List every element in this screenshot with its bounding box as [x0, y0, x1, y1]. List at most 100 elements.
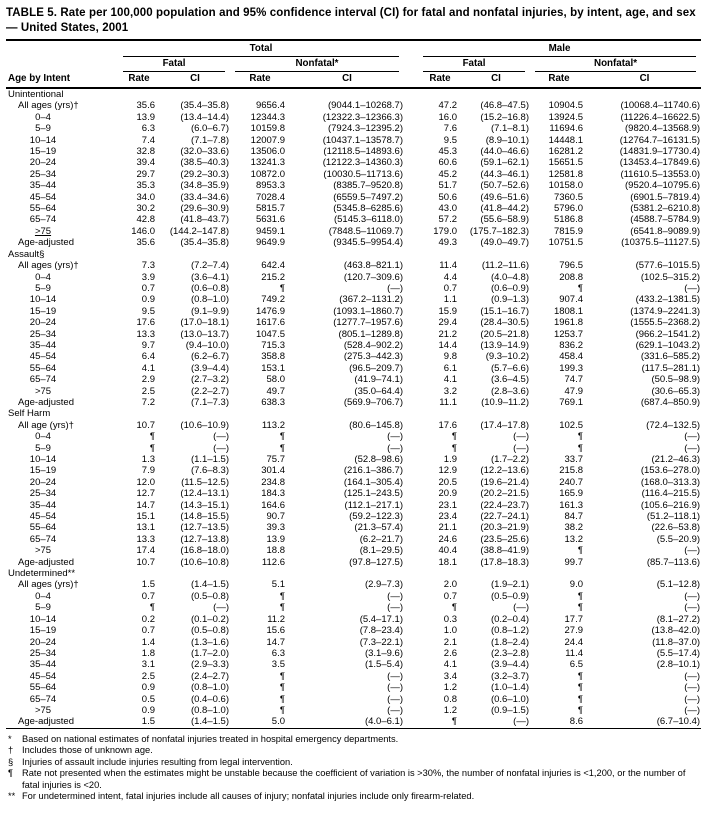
table-row: >75 0.9 (0.8–1.0) ¶ (—) 1.2 (0.9–1.5) ¶ (—): [6, 705, 701, 716]
ci-cell: (3.6–4.5): [490, 374, 529, 386]
row-label: 5–9: [6, 283, 118, 294]
table-row: Age-adjusted 35.6 (35.4–35.8) 9649.9 (9345.5…: [6, 237, 701, 248]
row-gutter: [404, 579, 418, 590]
table-row: 15–19 0.7 (0.5–0.8) 15.6 (7.8–23.4) 1.0 (0.8–1…: [6, 625, 701, 636]
ci-cell: (32.0–33.6): [180, 146, 229, 158]
ci-cell: (—): [684, 682, 701, 694]
column-header-ci: CI: [462, 72, 530, 89]
rate-cell: 9.7: [141, 339, 155, 351]
rate-cell: 7028.4: [255, 191, 285, 203]
ci-cell: (5.1–12.8): [656, 579, 701, 591]
row-label: 10–14: [6, 135, 118, 146]
row-gutter: [404, 214, 418, 225]
ci-cell: (11226.4–16622.5): [620, 111, 701, 123]
rate-cell: ¶: [279, 431, 285, 443]
rate-cell: ¶: [279, 670, 285, 682]
column-header-rate: Rate: [118, 72, 160, 89]
rate-cell: 84.7: [564, 511, 584, 523]
ci-cell: (2.4–2.7): [190, 670, 229, 682]
row-label: Age-adjusted: [6, 237, 118, 248]
ci-cell: (72.4–132.5): [646, 419, 701, 431]
row-label-text: 65–74: [29, 214, 57, 226]
rate-cell: 16281.2: [548, 146, 583, 158]
rate-cell: 2.1: [443, 636, 457, 648]
ci-cell: (59.1–62.1): [480, 157, 529, 169]
rate-cell: 23.1: [438, 499, 458, 511]
ci-cell: (13.4–14.4): [180, 111, 229, 123]
rate-cell: 2.5: [141, 670, 155, 682]
ci-cell: (2.8–3.6): [490, 385, 529, 397]
rate-cell: 5815.7: [255, 203, 285, 215]
row-label-text: 55–64: [29, 362, 57, 374]
ci-cell: (12122.3–14360.3): [322, 157, 403, 169]
section-header-row: Undetermined**: [6, 568, 701, 579]
rate-cell: 7.3: [141, 260, 155, 272]
rate-cell: 13.9: [266, 533, 286, 545]
ci-cell: (22.4–23.7): [480, 499, 529, 511]
row-gutter: [404, 591, 418, 602]
ci-cell: (6901.5–7819.4): [630, 191, 701, 203]
row-label: 65–74: [6, 694, 118, 705]
rate-cell: ¶: [577, 282, 583, 294]
ci-cell: (17.0–18.1): [180, 317, 229, 329]
ci-cell: (9.4–10.0): [185, 339, 229, 351]
ci-cell: (6559.5–7497.2): [333, 191, 403, 203]
row-label-text: 5–9: [35, 602, 51, 614]
table-header: Total Male Fatal Nonfatal* Fatal Nonfata…: [6, 42, 702, 89]
footnote-mark: §: [8, 756, 14, 767]
table-row: 10–14 7.4 (7.1–7.8) 12007.9 (10437.1–13578.7…: [6, 135, 701, 146]
rate-cell: 1.2: [443, 704, 457, 716]
subgroup-header-total-fatal: Fatal: [118, 57, 230, 72]
rate-cell: 1.0: [443, 625, 457, 637]
ci-cell: (—): [213, 442, 229, 454]
ci-cell: (6.0–6.7): [190, 123, 229, 135]
ci-cell: (5.7–6.6): [490, 362, 529, 374]
ci-cell: (59.2–122.3): [349, 511, 403, 523]
rate-cell: 5.1: [271, 579, 285, 591]
ci-cell: (1.0–1.4): [490, 682, 529, 694]
rate-cell: 2.9: [141, 374, 155, 386]
table-row: 20–24 1.4 (1.3–1.6) 14.7 (7.3–22.1) 2.1 (1.8–2…: [6, 637, 701, 648]
ci-cell: (—): [387, 602, 403, 614]
rate-cell: 13.1: [136, 522, 156, 534]
rate-cell: ¶: [577, 590, 583, 602]
ci-cell: (—): [387, 442, 403, 454]
ci-cell: (687.4–850.9): [640, 396, 701, 408]
row-label: >75: [6, 226, 118, 237]
row-label: 35–44: [6, 659, 118, 670]
rate-cell: 18.1: [438, 556, 458, 568]
ci-cell: (1555.5–2368.2): [630, 317, 701, 329]
rate-cell: 18.8: [266, 545, 286, 557]
rate-cell: 58.0: [266, 374, 286, 386]
section-header-row: Self Harm: [6, 408, 701, 419]
table-row: 10–14 1.3 (1.1–1.5) 75.7 (52.8–98.6) 1.9 (1.7–…: [6, 454, 701, 465]
rate-cell: ¶: [279, 590, 285, 602]
table-row: 15–19 32.8 (32.0–33.6) 13506.0 (12118.5–1489…: [6, 146, 701, 157]
row-label: 35–44: [6, 500, 118, 511]
rate-cell: 10751.5: [548, 237, 583, 249]
ci-cell: (1.4–1.5): [190, 716, 229, 728]
row-gutter: [404, 671, 418, 682]
row-gutter: [404, 465, 418, 476]
rate-cell: 13506.0: [250, 146, 285, 158]
ci-cell: (46.8–47.5): [480, 100, 529, 112]
row-gutter: [404, 340, 418, 351]
row-label-text: >75: [34, 545, 52, 557]
table-row: 5–9 ¶ (—) ¶ (—) ¶ (—) ¶ (—): [6, 443, 701, 454]
table-row: 35–44 3.1 (2.9–3.3) 3.5 (1.5–5.4) 4.1 (3.9–4.4…: [6, 659, 701, 670]
rate-cell: 29.4: [438, 317, 458, 329]
rate-cell: 796.5: [559, 260, 583, 272]
row-label: All ages (yrs)†: [6, 100, 118, 111]
table-row: Age-adjusted 1.5 (1.4–1.5) 5.0 (4.0–6.1) ¶ (—)…: [6, 716, 701, 728]
ci-cell: (629.1–1043.2): [635, 339, 701, 351]
row-gutter: [404, 363, 418, 374]
row-gutter: [404, 443, 418, 454]
group-header-total: Total: [118, 42, 404, 57]
rate-cell: 14.7: [136, 499, 156, 511]
subgroup-label: Fatal: [423, 57, 525, 72]
rate-cell: 1.1: [443, 294, 457, 306]
ci-cell: (9345.5–9954.4): [333, 237, 403, 249]
rate-cell: 24.6: [438, 533, 458, 545]
rate-cell: ¶: [149, 431, 155, 443]
rate-cell: 10872.0: [250, 168, 285, 180]
